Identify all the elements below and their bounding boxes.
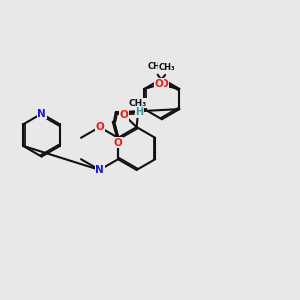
Text: N: N	[95, 165, 104, 175]
Text: N: N	[37, 109, 46, 119]
Text: O: O	[114, 138, 122, 148]
Text: O: O	[95, 122, 104, 132]
Text: CH₃: CH₃	[148, 62, 164, 71]
Text: O: O	[120, 110, 129, 120]
Text: CH₃: CH₃	[158, 63, 175, 72]
Text: CH₃: CH₃	[129, 99, 147, 108]
Text: O: O	[154, 79, 163, 88]
Text: O: O	[159, 80, 168, 89]
Text: H: H	[136, 107, 144, 117]
